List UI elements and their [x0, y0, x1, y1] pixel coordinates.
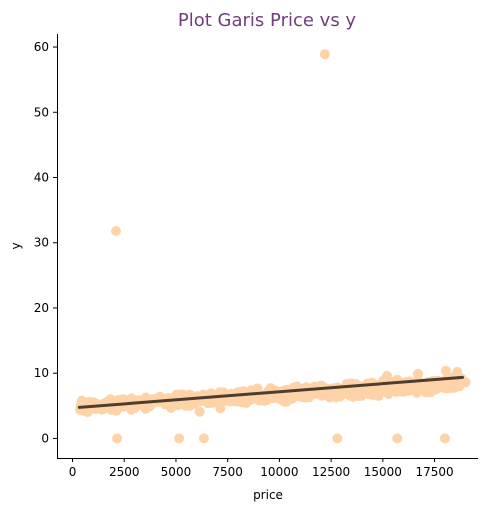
y-tick-label: 0 [41, 431, 49, 445]
x-tick-label: 7500 [212, 465, 243, 479]
y-tick-label: 20 [34, 301, 49, 315]
y-tick-label: 40 [34, 171, 49, 185]
outlier-point [215, 403, 226, 414]
outlier-point [440, 365, 451, 376]
outlier-point [392, 433, 403, 444]
outlier-point [112, 433, 122, 444]
outlier-point [382, 370, 392, 381]
outlier-point [198, 433, 209, 444]
outlier-point [413, 368, 423, 379]
outlier-point [439, 433, 450, 444]
scatter-point [345, 390, 356, 401]
scatter-cloud [75, 372, 467, 417]
scatter-point [427, 382, 438, 393]
y-tick-label: 50 [34, 105, 49, 119]
scatter-point [321, 389, 332, 400]
outlier-point [76, 395, 87, 406]
axes [57, 34, 478, 459]
scatter-point [252, 383, 263, 394]
x-tick-label: 10000 [260, 465, 298, 479]
outlier-point [332, 433, 343, 444]
scatter-point [446, 380, 457, 391]
y-tick-label: 60 [34, 40, 49, 54]
x-tick-label: 12500 [312, 465, 350, 479]
outlier-point [111, 226, 121, 236]
regression-line [77, 375, 464, 409]
outlier-point [452, 366, 463, 377]
x-tick-label: 2500 [109, 465, 140, 479]
y-tick-label: 30 [34, 236, 49, 250]
outlier-point [460, 377, 471, 388]
x-tick-label: 5000 [161, 465, 192, 479]
chart-title: Plot Garis Price vs y [178, 10, 357, 31]
regression-layer [77, 375, 464, 409]
x-tick-label: 15000 [364, 465, 402, 479]
scatter-point [331, 387, 342, 398]
x-tick-label: 17500 [415, 465, 453, 479]
y-axis-label: y [9, 242, 23, 249]
scatter-points [76, 49, 471, 444]
outlier-point [174, 433, 185, 444]
x-axis-label: price [253, 488, 283, 502]
y-tick-label: 10 [34, 366, 49, 380]
outlier-point [319, 49, 330, 60]
ticks: 0 2500 5000 7500 10000 12500 15000 17500 0 10 20 30… [34, 40, 454, 479]
outlier-point [194, 406, 205, 417]
x-tick-label: 0 [69, 465, 77, 479]
